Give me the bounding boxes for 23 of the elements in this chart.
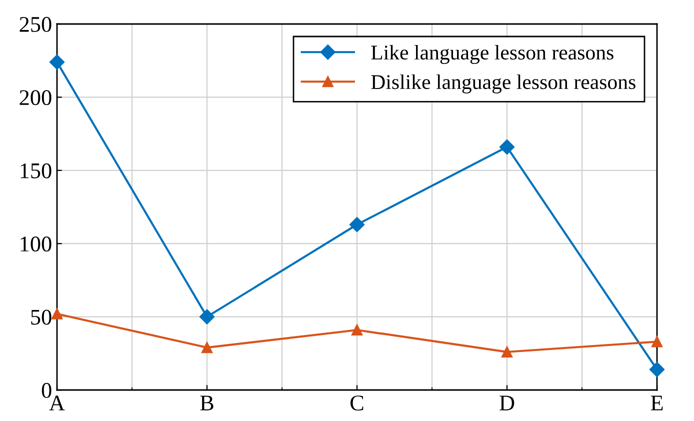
- x-tick-label: C: [350, 396, 364, 410]
- x-tick-label: B: [200, 396, 214, 410]
- point: [501, 346, 513, 358]
- point: [351, 324, 363, 336]
- y-tick-label: 200: [20, 90, 52, 106]
- x-tick-label: A: [49, 396, 65, 410]
- point: [201, 342, 213, 354]
- point: [649, 362, 665, 378]
- y-tick-label: 100: [20, 236, 52, 252]
- legend-label: Like language lesson reasons: [371, 44, 614, 64]
- point: [349, 217, 365, 232]
- point: [51, 308, 63, 320]
- y-tick-label: 250: [20, 16, 52, 32]
- y-tick-label: 150: [20, 163, 52, 178]
- y-tick-label: 50: [31, 310, 52, 325]
- point: [49, 54, 65, 70]
- point: [499, 139, 515, 155]
- x-tick-label: D: [500, 396, 514, 410]
- point: [199, 309, 215, 324]
- legend-label: Dislike language lesson reasons: [371, 74, 636, 94]
- y-tick-label: 0: [42, 382, 52, 398]
- point: [651, 336, 663, 348]
- x-tick-label: E: [650, 396, 663, 410]
